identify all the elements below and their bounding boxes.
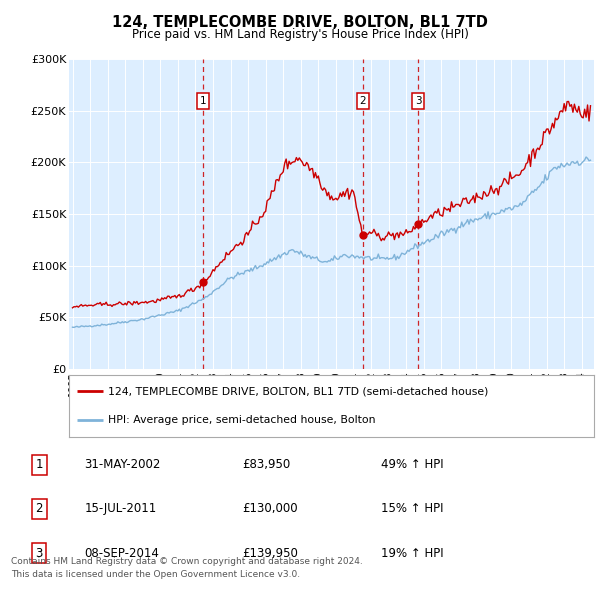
Text: HPI: Average price, semi-detached house, Bolton: HPI: Average price, semi-detached house,… bbox=[109, 415, 376, 425]
Text: 08-SEP-2014: 08-SEP-2014 bbox=[85, 546, 160, 560]
Text: Price paid vs. HM Land Registry's House Price Index (HPI): Price paid vs. HM Land Registry's House … bbox=[131, 28, 469, 41]
Text: 124, TEMPLECOMBE DRIVE, BOLTON, BL1 7TD (semi-detached house): 124, TEMPLECOMBE DRIVE, BOLTON, BL1 7TD … bbox=[109, 386, 489, 396]
Text: 49% ↑ HPI: 49% ↑ HPI bbox=[382, 458, 444, 471]
Text: £83,950: £83,950 bbox=[242, 458, 290, 471]
Text: 3: 3 bbox=[415, 96, 422, 106]
Text: 1: 1 bbox=[35, 458, 43, 471]
Text: 31-MAY-2002: 31-MAY-2002 bbox=[85, 458, 161, 471]
Text: 15-JUL-2011: 15-JUL-2011 bbox=[85, 502, 157, 516]
Text: Contains HM Land Registry data © Crown copyright and database right 2024.: Contains HM Land Registry data © Crown c… bbox=[11, 558, 362, 566]
Text: 1: 1 bbox=[199, 96, 206, 106]
Text: 2: 2 bbox=[359, 96, 366, 106]
Text: 19% ↑ HPI: 19% ↑ HPI bbox=[382, 546, 444, 560]
Text: 2: 2 bbox=[35, 502, 43, 516]
Text: 3: 3 bbox=[35, 546, 43, 560]
Text: 15% ↑ HPI: 15% ↑ HPI bbox=[382, 502, 444, 516]
Text: £130,000: £130,000 bbox=[242, 502, 298, 516]
Text: £139,950: £139,950 bbox=[242, 546, 298, 560]
Text: This data is licensed under the Open Government Licence v3.0.: This data is licensed under the Open Gov… bbox=[11, 571, 300, 579]
Text: 124, TEMPLECOMBE DRIVE, BOLTON, BL1 7TD: 124, TEMPLECOMBE DRIVE, BOLTON, BL1 7TD bbox=[112, 15, 488, 30]
